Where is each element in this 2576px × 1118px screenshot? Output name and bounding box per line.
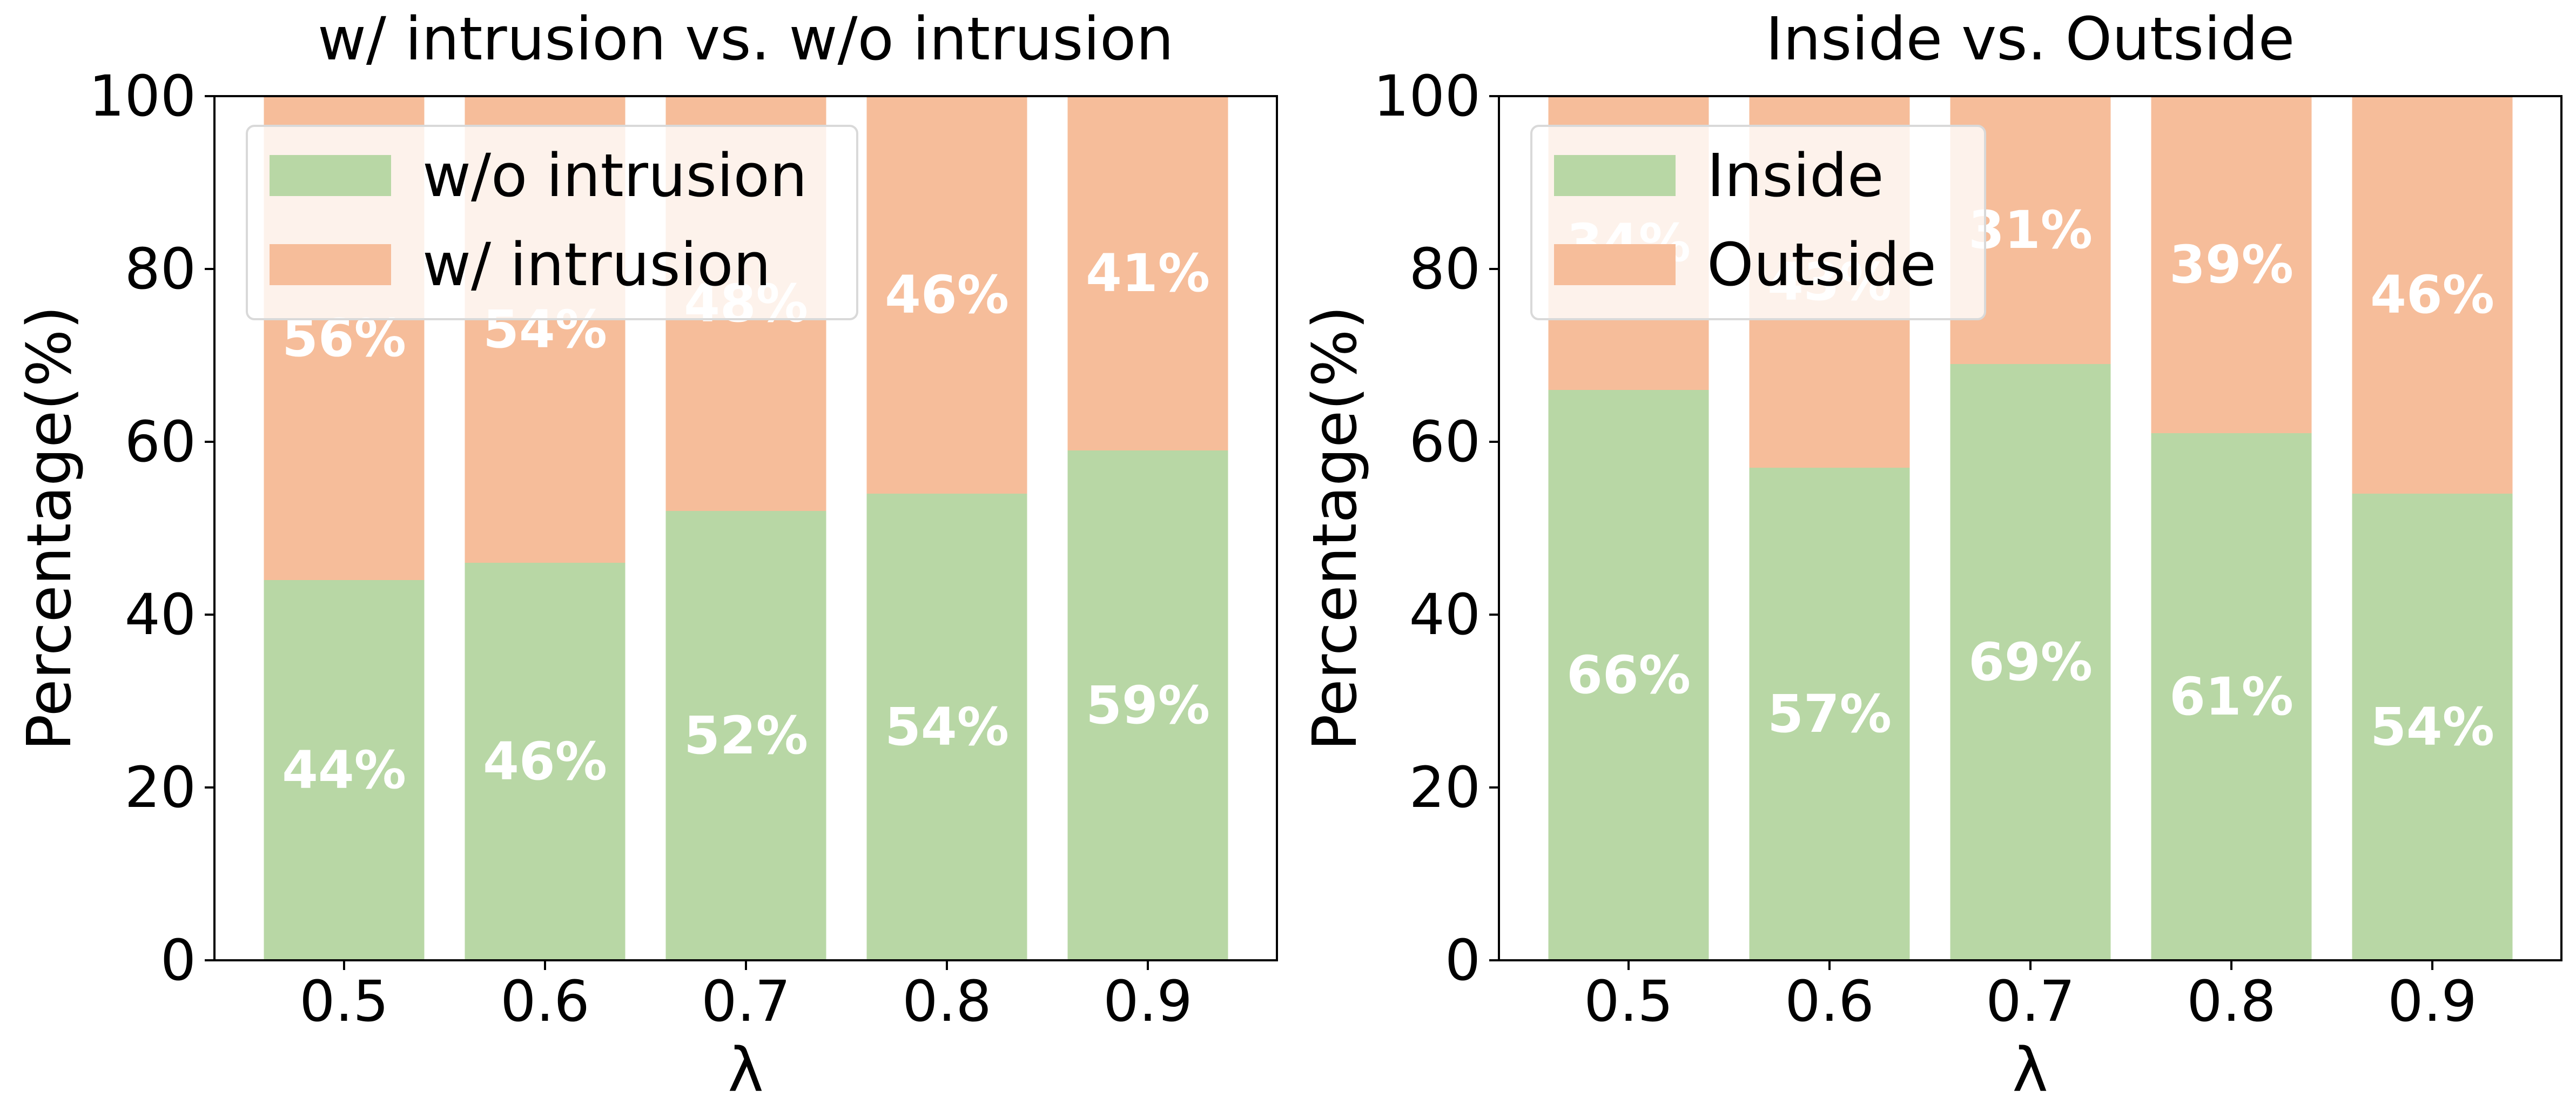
- y-tick-label: 60: [1409, 409, 1481, 475]
- bar-upper-0.8: [866, 96, 1027, 494]
- data-label: 66%: [1566, 645, 1691, 705]
- y-tick-label: 40: [125, 582, 196, 648]
- bar-lower-0.7: [1950, 364, 2111, 960]
- legend-swatch: [1554, 155, 1676, 196]
- data-label: 54%: [885, 697, 1009, 757]
- bar-upper-0.9: [1067, 96, 1228, 450]
- bar-lower-0.7: [665, 511, 826, 960]
- bar-lower-0.8: [866, 494, 1027, 960]
- bar-lower-0.9: [2352, 494, 2513, 960]
- x-axis-label: λ: [728, 1035, 763, 1106]
- legend-label: w/ intrusion: [422, 230, 771, 299]
- chart-panel-inside-outside: 66%34%57%43%69%31%61%39%54%46%0204060801…: [1300, 4, 2562, 1106]
- y-tick-label: 60: [125, 409, 196, 475]
- y-tick-label: 0: [1445, 927, 1481, 993]
- y-axis-label: Percentage(%): [1300, 306, 1370, 751]
- y-tick-label: 20: [1409, 755, 1481, 820]
- bar-upper-0.9: [2352, 96, 2513, 494]
- data-label: 61%: [2169, 666, 2293, 727]
- x-tick-label: 0.8: [902, 968, 991, 1034]
- x-tick-label: 0.7: [701, 968, 790, 1034]
- x-tick-label: 0.6: [500, 968, 589, 1034]
- y-tick-label: 100: [1373, 63, 1481, 129]
- legend-swatch: [270, 155, 391, 196]
- legend-box: [246, 125, 858, 320]
- legend-swatch: [1554, 244, 1676, 285]
- bar-lower-0.9: [1067, 450, 1228, 960]
- x-tick-label: 0.9: [2387, 968, 2477, 1034]
- y-tick-label: 40: [1409, 582, 1481, 648]
- chart-panel-intrusion: 44%56%46%54%52%48%54%46%59%41%0204060801…: [15, 4, 1278, 1106]
- bar-lower-0.5: [1548, 390, 1709, 960]
- y-axis-label: Percentage(%): [15, 306, 85, 751]
- x-tick-label: 0.8: [2187, 968, 2276, 1034]
- data-label: 44%: [282, 740, 406, 800]
- x-tick-label: 0.5: [1584, 968, 1673, 1034]
- legend-label: w/o intrusion: [422, 141, 808, 210]
- legend: w/o intrusion w/ intrusion: [246, 125, 858, 320]
- legend: Inside Outside: [1530, 125, 1986, 320]
- y-tick-label: 0: [160, 927, 196, 993]
- data-label: 41%: [1086, 243, 1210, 304]
- data-label: 57%: [1767, 684, 1892, 744]
- data-label: 46%: [2370, 265, 2494, 325]
- data-label: 39%: [2169, 234, 2293, 295]
- bar-lower-0.8: [2151, 433, 2312, 960]
- data-label: 46%: [483, 731, 607, 792]
- x-axis-label: λ: [2012, 1035, 2048, 1106]
- y-tick-label: 80: [125, 236, 196, 302]
- data-label: 31%: [1968, 200, 2093, 260]
- y-tick-label: 20: [125, 755, 196, 820]
- x-tick-label: 0.5: [299, 968, 388, 1034]
- y-tick-label: 80: [1409, 236, 1481, 302]
- data-label: 54%: [2370, 697, 2494, 757]
- legend-label: Outside: [1707, 230, 1936, 299]
- y-tick-label: 100: [89, 63, 196, 129]
- bar-lower-0.5: [264, 580, 425, 960]
- chart-title: w/ intrusion vs. w/o intrusion: [318, 4, 1174, 73]
- x-tick-label: 0.9: [1103, 968, 1192, 1034]
- data-label: 52%: [684, 705, 808, 766]
- data-label: 46%: [885, 265, 1009, 325]
- legend-swatch: [270, 244, 391, 285]
- bar-upper-0.8: [2151, 96, 2312, 433]
- x-tick-label: 0.7: [1986, 968, 2075, 1034]
- bar-lower-0.6: [1749, 468, 1910, 960]
- legend-label: Inside: [1707, 141, 1884, 210]
- chart-title: Inside vs. Outside: [1766, 4, 2295, 73]
- data-label: 59%: [1086, 675, 1210, 736]
- bar-lower-0.6: [465, 563, 625, 960]
- x-tick-label: 0.6: [1785, 968, 1874, 1034]
- data-label: 69%: [1968, 632, 2093, 692]
